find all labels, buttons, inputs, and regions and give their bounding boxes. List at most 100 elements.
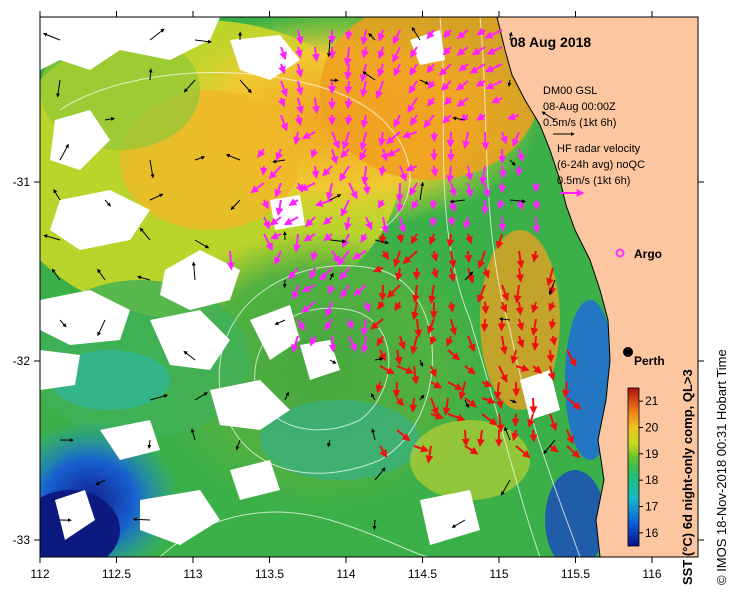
gsl-vector (329, 78, 339, 83)
gsl-vector (464, 271, 474, 281)
radar-vector (440, 80, 452, 92)
radar-vector (348, 335, 357, 352)
radar-vector (426, 63, 435, 74)
radar-vector-red (529, 429, 538, 443)
radar-vector-red (446, 233, 455, 248)
gsl-vector (501, 479, 511, 496)
radar-vector (455, 80, 469, 91)
radar-vector-red (447, 413, 466, 422)
radar-vector-red (428, 233, 437, 246)
radar-vector-red (411, 365, 420, 385)
gsl-vector (411, 26, 421, 41)
gsl-vector (148, 68, 153, 81)
colorbar-ticks: 16 17 18 19 20 21 (639, 394, 659, 540)
radar-vector-red (411, 301, 420, 321)
radar-vector (377, 46, 386, 60)
radar-vector (295, 80, 304, 96)
colorbar-tick-label: 18 (645, 473, 659, 487)
radar-vector (360, 29, 369, 46)
gsl-vector (139, 227, 151, 241)
radar-vector (393, 114, 401, 128)
radar-vector-red (427, 318, 435, 335)
radar-vector-red (566, 397, 582, 410)
radar-vector-red (428, 284, 437, 305)
gsl-vector (190, 428, 196, 441)
radar-vector (322, 216, 333, 226)
radar-vector (481, 131, 490, 151)
radar-vector-red (562, 381, 570, 398)
radar-vector-red (495, 233, 504, 250)
radar-vector (429, 199, 438, 210)
y-tick-label: -31 (13, 175, 31, 189)
cloud-mask (40, 17, 560, 545)
radar-vector-red (497, 318, 506, 332)
radar-vector (456, 29, 469, 39)
radar-vector-red (499, 301, 508, 313)
radar-vector-red (448, 267, 457, 283)
radar-vector-red (392, 381, 401, 398)
radar-vector-red (481, 379, 493, 388)
land-mass (496, 16, 699, 558)
radar-vector (270, 232, 282, 240)
x-tick-label: 112 (30, 567, 49, 581)
gsl-vector (504, 426, 511, 441)
gsl-vector (194, 155, 206, 161)
gsl-vector (51, 268, 61, 281)
gsl-vector (183, 350, 196, 361)
gsl-vector (230, 199, 241, 211)
radar-vector-red (410, 335, 419, 355)
gsl-vector (149, 394, 168, 401)
radar-vector (448, 182, 457, 197)
colorbar-tick-label: 21 (645, 394, 659, 408)
radar-vector (348, 182, 358, 200)
radar-vector (261, 199, 269, 210)
radar-vector (305, 216, 316, 228)
radar-vector-red (516, 318, 525, 332)
radar-vector (331, 131, 340, 150)
gsl-vector (372, 519, 377, 530)
radar-vector-red (516, 335, 525, 349)
radar-vector (380, 148, 389, 162)
radar-vector (344, 97, 353, 110)
radar-vector-red (499, 335, 508, 355)
radar-vector (476, 27, 486, 36)
radar-vector-red (394, 267, 403, 282)
radar-vector (280, 114, 288, 132)
radar-vector-red (449, 318, 458, 336)
radar-vector (336, 250, 350, 266)
radar-vector (353, 284, 367, 296)
radar-vector (446, 165, 455, 184)
radar-vector (476, 112, 486, 121)
gsl-vector (419, 79, 430, 85)
radar-vector (500, 131, 508, 145)
radar-vector-red (430, 250, 439, 263)
radar-vector-red (527, 413, 535, 428)
radar-vector-red (429, 335, 438, 346)
radar-vector (301, 284, 316, 293)
gsl-vector (498, 317, 511, 322)
radar-vector (339, 267, 350, 281)
radar-vector-red (547, 365, 556, 381)
radar-vector-red (477, 250, 486, 270)
radar-vector (408, 80, 418, 95)
radar-vector (288, 267, 299, 280)
gsl-vector (191, 261, 196, 281)
radar-vector-red (430, 267, 439, 279)
radar-vector (309, 335, 318, 347)
radar-vector (330, 148, 339, 165)
radar-vector (365, 216, 373, 231)
radar-vector (363, 301, 371, 313)
y-tick-label: -33 (13, 533, 31, 547)
colorbar-tick-label: 20 (645, 421, 659, 435)
radar-vector-red (394, 301, 403, 312)
radar-vector-red (501, 284, 510, 302)
radar-vector (319, 267, 333, 281)
radar-vector-red (515, 267, 524, 283)
radar-vector (275, 148, 284, 161)
radar-vector (340, 148, 350, 159)
radar-vector (293, 131, 301, 146)
radar-vector-red (531, 250, 540, 263)
radar-vector (323, 233, 333, 242)
radar-vector (399, 165, 407, 182)
radar-vector-red (386, 284, 401, 299)
